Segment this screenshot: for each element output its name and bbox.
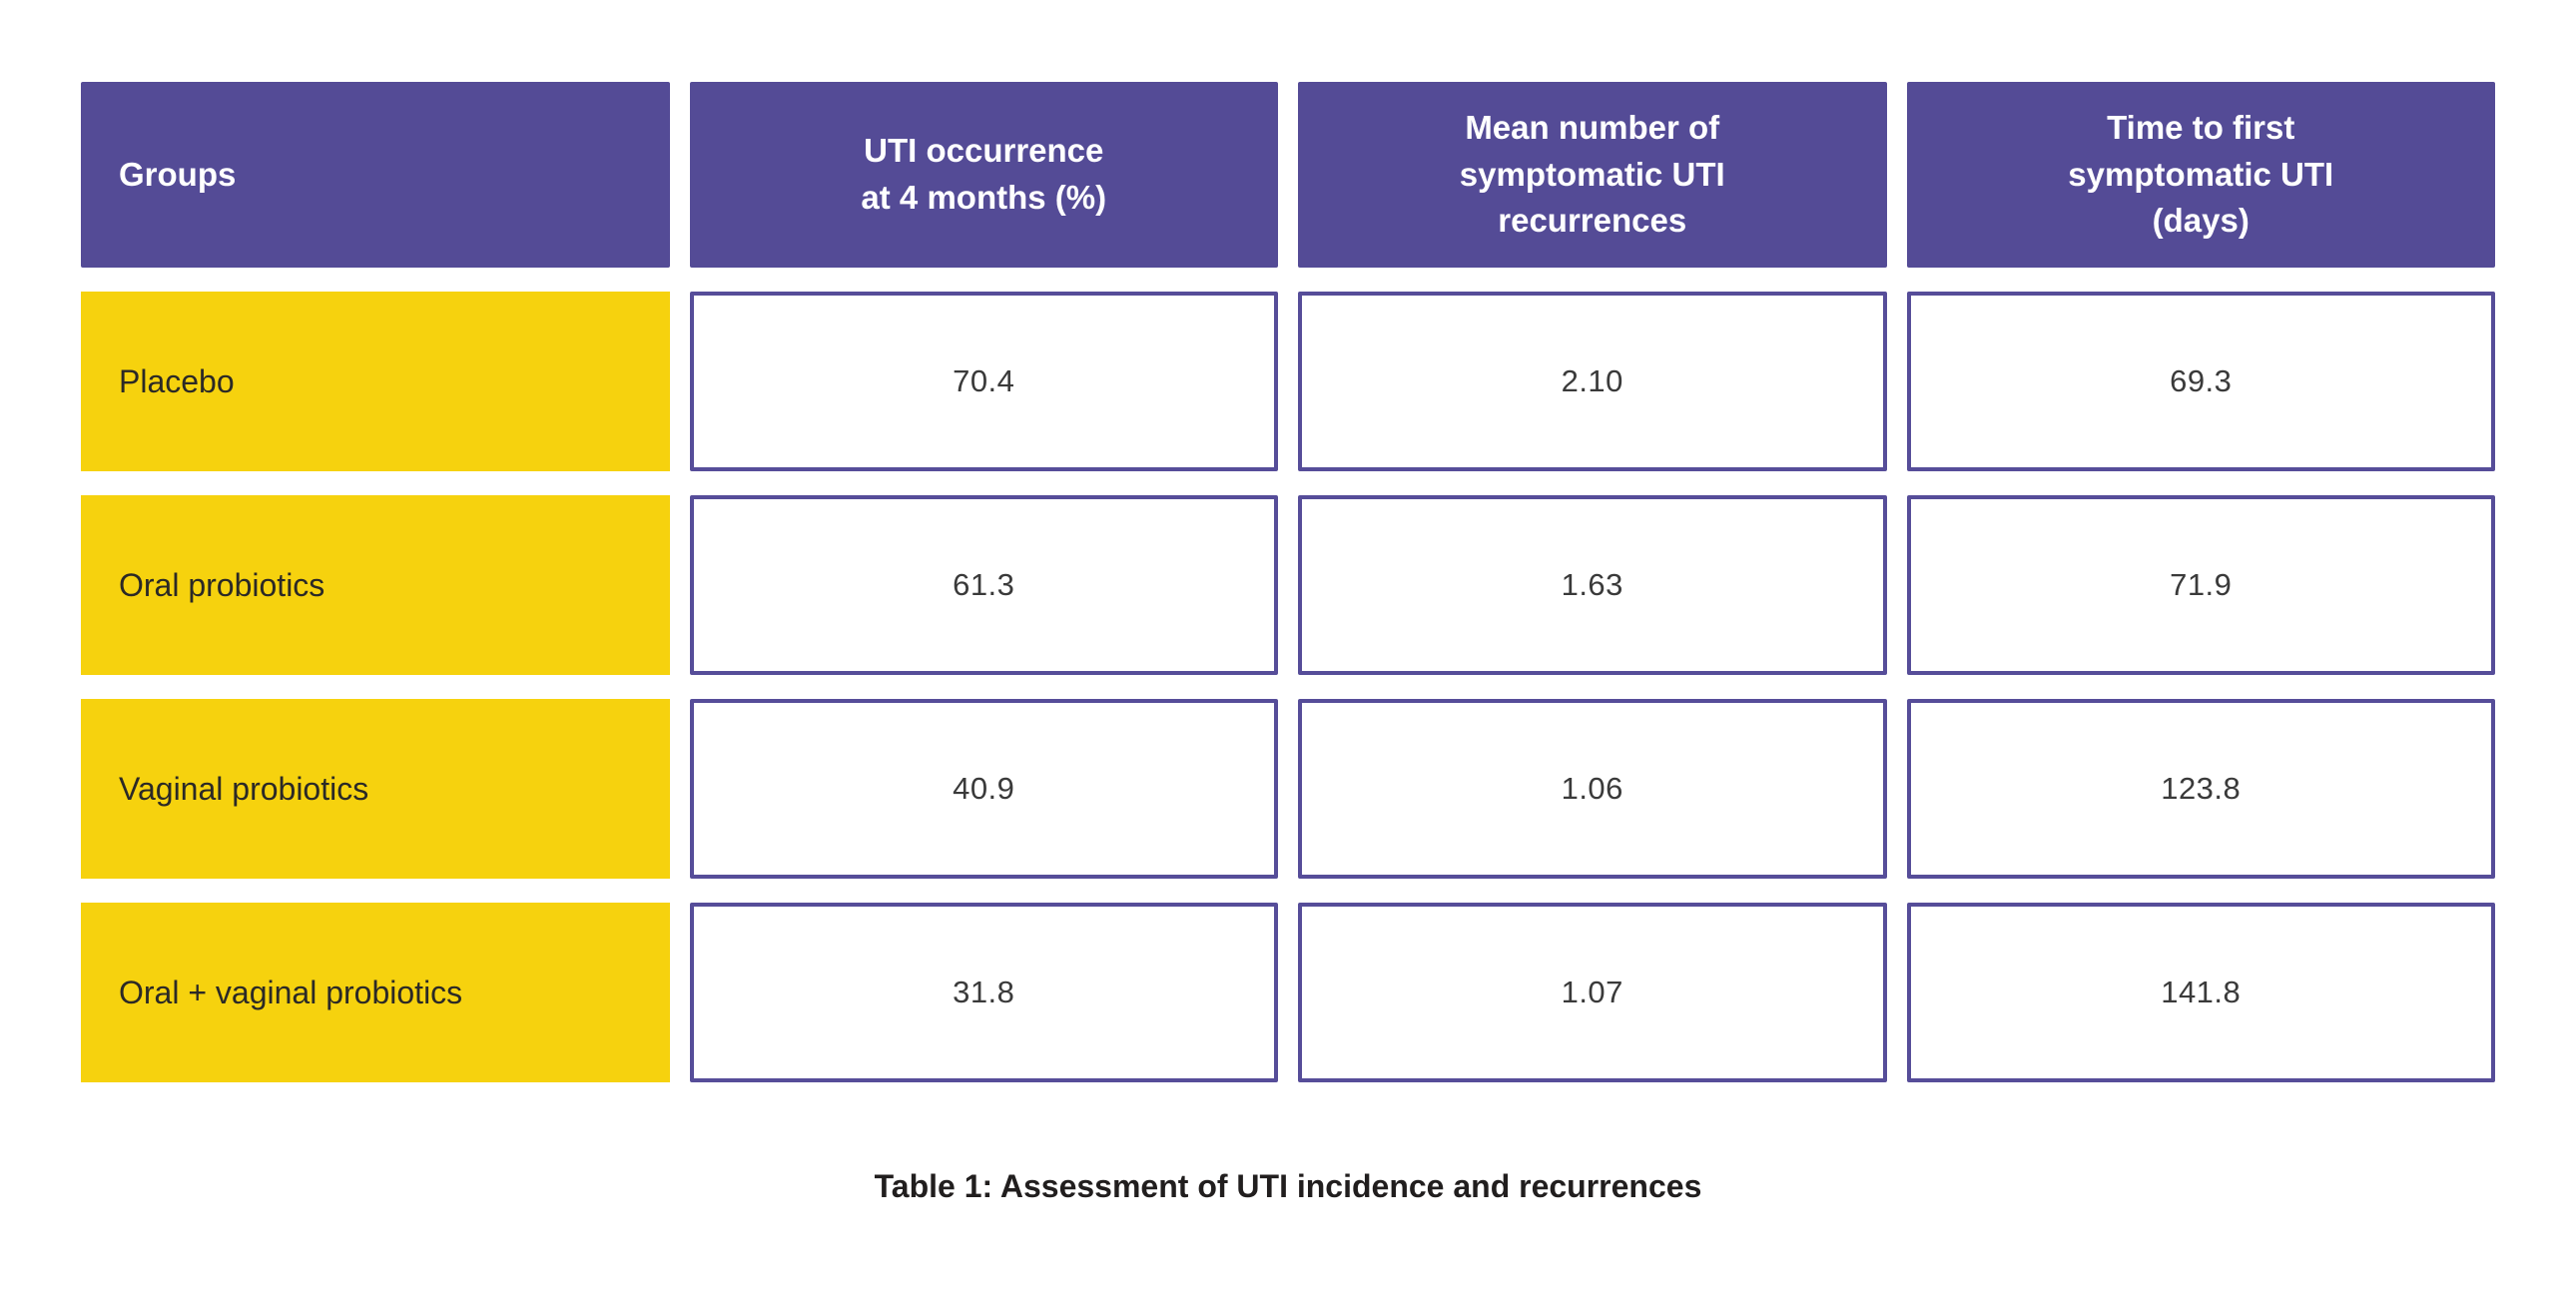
value-cell-placebo-time: 69.3: [1906, 292, 2495, 471]
value-cell-oral-vaginal-recurrences: 1.07: [1298, 903, 1887, 1082]
column-header-groups: Groups: [81, 82, 670, 268]
value-cell-oral-vaginal-occurrence: 31.8: [689, 903, 1278, 1082]
value-cell-oral-recurrences: 1.63: [1298, 495, 1887, 675]
column-header-mean-recurrences: Mean number of symptomatic UTI recurrenc…: [1298, 82, 1887, 268]
column-header-time-to-first: Time to first symptomatic UTI (days): [1906, 82, 2495, 268]
value-cell-placebo-recurrences: 2.10: [1298, 292, 1887, 471]
value-cell-oral-occurrence: 61.3: [689, 495, 1278, 675]
table-caption: Table 1: Assessment of UTI incidence and…: [874, 1168, 1702, 1204]
uti-table-grid: Groups UTI occurrence at 4 months (%) Me…: [81, 82, 2495, 1082]
value-cell-placebo-occurrence: 70.4: [689, 292, 1278, 471]
uti-table: Groups UTI occurrence at 4 months (%) Me…: [81, 82, 2495, 1205]
value-cell-vaginal-occurrence: 40.9: [689, 699, 1278, 879]
value-cell-vaginal-time: 123.8: [1906, 699, 2495, 879]
group-cell-oral-vaginal: Oral + vaginal probiotics: [81, 903, 670, 1082]
group-cell-oral: Oral probiotics: [81, 495, 670, 675]
column-header-uti-occurrence: UTI occurrence at 4 months (%): [689, 82, 1278, 268]
value-cell-vaginal-recurrences: 1.06: [1298, 699, 1887, 879]
group-cell-placebo: Placebo: [81, 292, 670, 471]
value-cell-oral-time: 71.9: [1906, 495, 2495, 675]
value-cell-oral-vaginal-time: 141.8: [1906, 903, 2495, 1082]
group-cell-vaginal: Vaginal probiotics: [81, 699, 670, 879]
